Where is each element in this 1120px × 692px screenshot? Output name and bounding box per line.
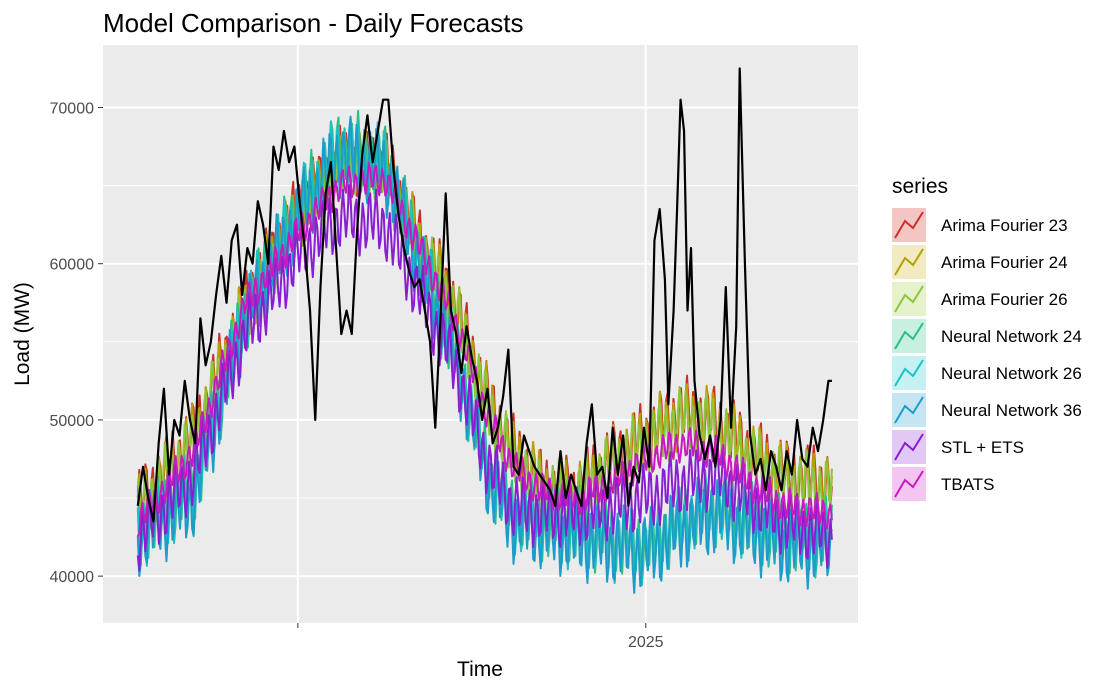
actual-load-path bbox=[136, 67, 832, 523]
legend-item: Neural Network 26 bbox=[892, 356, 1082, 390]
legend-item: TBATS bbox=[892, 467, 995, 501]
legend-label: Neural Network 36 bbox=[941, 401, 1082, 420]
chart-title: Model Comparison - Daily Forecasts bbox=[103, 8, 523, 38]
legend-label: TBATS bbox=[941, 475, 995, 494]
legend-title: series bbox=[892, 175, 948, 198]
legend-key-line bbox=[894, 322, 924, 350]
legend-key-line bbox=[894, 211, 924, 239]
legend-item: Arima Fourier 23 bbox=[892, 208, 1068, 242]
y-axis-title: Load (MW) bbox=[11, 282, 34, 386]
x-axis-title: Time bbox=[457, 658, 503, 681]
legend-label: Neural Network 26 bbox=[941, 364, 1082, 383]
y-tick-label: 70000 bbox=[50, 100, 95, 117]
x-axis: 2025 bbox=[297, 623, 664, 651]
y-axis: 40000 50000 60000 70000 bbox=[50, 100, 103, 586]
legend-item: Arima Fourier 26 bbox=[892, 282, 1068, 316]
legend-key-line bbox=[894, 433, 924, 461]
legend-item: Neural Network 36 bbox=[892, 393, 1082, 427]
legend-label: Arima Fourier 26 bbox=[941, 290, 1068, 309]
legend-key-line bbox=[894, 285, 924, 313]
forecast-lines bbox=[136, 109, 833, 594]
legend-key-line bbox=[894, 248, 924, 276]
legend-label: Arima Fourier 23 bbox=[941, 216, 1068, 235]
legend-label: Neural Network 24 bbox=[941, 327, 1082, 346]
y-tick-label: 40000 bbox=[50, 569, 95, 586]
y-tick-label: 60000 bbox=[50, 257, 95, 274]
legend-key-line bbox=[894, 470, 924, 498]
legend-item: Neural Network 24 bbox=[892, 319, 1082, 353]
y-tick-label: 50000 bbox=[50, 413, 95, 430]
legend-key-line bbox=[894, 359, 924, 387]
series-line-8 bbox=[136, 162, 833, 537]
legend-key-line bbox=[894, 396, 924, 424]
legend-label: Arima Fourier 24 bbox=[941, 253, 1068, 272]
plot-panel bbox=[103, 45, 858, 623]
legend-item: Arima Fourier 24 bbox=[892, 245, 1068, 279]
x-tick-label: 2025 bbox=[628, 634, 664, 651]
actual-load-line bbox=[136, 67, 832, 523]
legend-item: STL + ETS bbox=[892, 430, 1024, 464]
legend-label: STL + ETS bbox=[941, 438, 1024, 457]
legend-items: Arima Fourier 23 Arima Fourier 24 Arima Fo… bbox=[892, 208, 1082, 501]
